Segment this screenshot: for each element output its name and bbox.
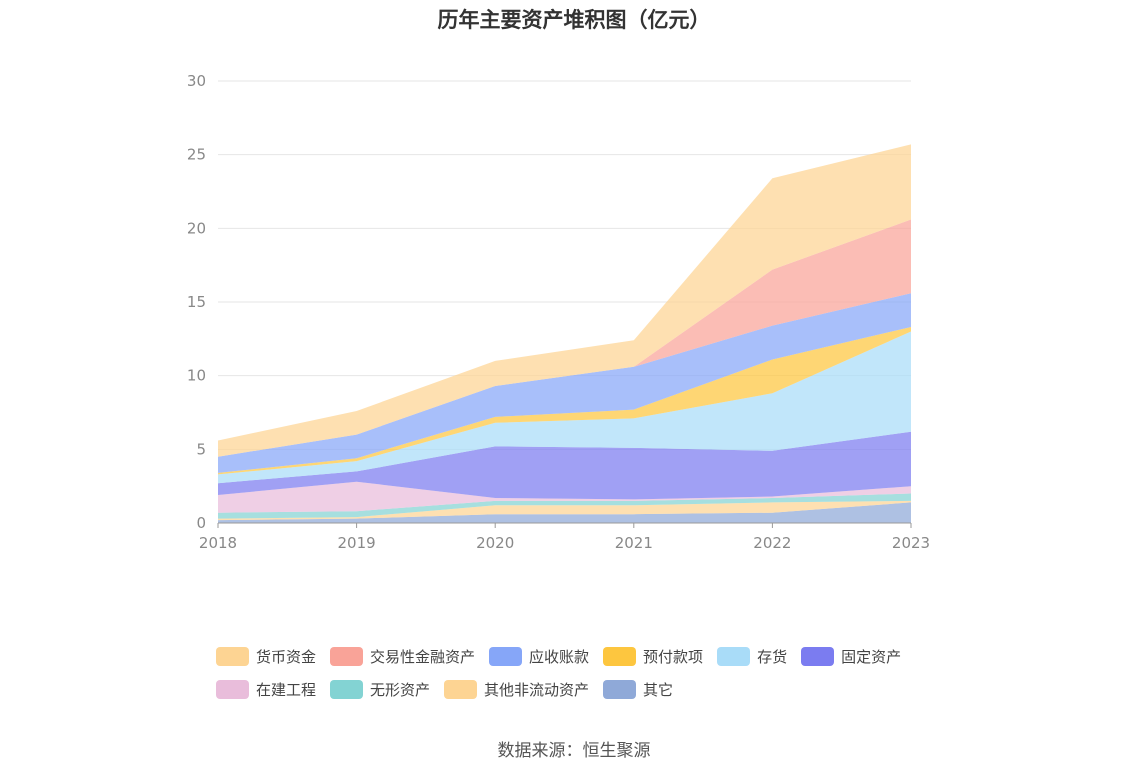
legend-label: 无形资产 xyxy=(370,681,431,699)
y-tick-label: 20 xyxy=(187,219,206,237)
y-tick-label: 15 xyxy=(187,293,206,311)
legend-label: 其他非流动资产 xyxy=(484,681,590,699)
legend-swatch xyxy=(330,647,364,666)
legend-swatch xyxy=(603,680,637,699)
area-在建工程[interactable] xyxy=(218,481,911,513)
legend-label: 固定资产 xyxy=(841,648,902,666)
y-tick-label: 0 xyxy=(196,514,206,532)
x-tick-label: 2020 xyxy=(476,534,514,552)
legend-item[interactable]: 交易性金融资产 xyxy=(330,646,475,667)
y-tick-label: 10 xyxy=(187,367,206,385)
y-tick-label: 5 xyxy=(196,440,206,458)
x-tick-label: 2019 xyxy=(338,534,376,552)
legend-swatch xyxy=(330,680,364,699)
legend-swatch xyxy=(216,647,249,666)
legend-swatch xyxy=(717,647,751,666)
legend-swatch xyxy=(216,680,249,699)
x-tick-label: 2021 xyxy=(615,534,653,552)
y-tick-label: 25 xyxy=(187,146,206,164)
legend-row-1: 货币资金 交易性金融资产 应收账款 预付款项 存货 固定资产 xyxy=(216,640,956,673)
legend-label: 交易性金融资产 xyxy=(370,648,476,666)
legend-label: 货币资金 xyxy=(256,648,317,666)
legend-item[interactable]: 其他非流动资产 xyxy=(444,679,589,700)
x-tick-label: 2023 xyxy=(892,534,930,552)
axes: 0 5 10 15 20 25 30 2018 2019 2020 2021 2022 2023 xyxy=(187,72,930,552)
area-应收账款[interactable] xyxy=(218,293,911,473)
legend-label: 应收账款 xyxy=(529,648,590,666)
area-series xyxy=(218,144,911,523)
x-tick-label: 2018 xyxy=(199,534,237,552)
stacked-area-chart: 0 5 10 15 20 25 30 2018 2019 2020 2021 2022 2023 xyxy=(187,72,930,552)
legend-swatch xyxy=(444,680,478,699)
legend-swatch xyxy=(801,647,835,666)
legend-swatch xyxy=(489,647,523,666)
legend-label: 预付款项 xyxy=(643,648,704,666)
area-货币资金[interactable] xyxy=(218,144,911,457)
y-tick-label: 30 xyxy=(187,72,206,90)
legend-item[interactable]: 固定资产 xyxy=(801,646,901,667)
legend-item[interactable]: 货币资金 xyxy=(216,646,316,667)
legend-item[interactable]: 预付款项 xyxy=(603,646,703,667)
area-其他非流动资产[interactable] xyxy=(218,500,911,521)
legend-item[interactable]: 存货 xyxy=(717,646,787,667)
area-存货[interactable] xyxy=(218,331,911,484)
data-source: 数据来源：恒生聚源 xyxy=(497,741,651,761)
legend-swatch xyxy=(603,647,637,666)
area-无形资产[interactable] xyxy=(218,493,911,519)
area-其它[interactable] xyxy=(218,502,911,523)
legend-item[interactable]: 无形资产 xyxy=(330,679,430,700)
legend-label: 其它 xyxy=(643,681,674,699)
chart-title: 历年主要资产堆积图（亿元） xyxy=(437,8,711,32)
legend: 货币资金 交易性金融资产 应收账款 预付款项 存货 固定资产 在建工程 无形资产… xyxy=(216,640,956,706)
legend-item[interactable]: 应收账款 xyxy=(489,646,589,667)
x-tick-label: 2022 xyxy=(753,534,791,552)
legend-label: 在建工程 xyxy=(256,681,317,699)
legend-item[interactable]: 在建工程 xyxy=(216,679,316,700)
area-固定资产[interactable] xyxy=(218,431,911,500)
legend-label: 存货 xyxy=(757,648,788,666)
legend-row-2: 在建工程 无形资产 其他非流动资产 其它 xyxy=(216,673,956,706)
legend-item[interactable]: 其它 xyxy=(603,679,673,700)
